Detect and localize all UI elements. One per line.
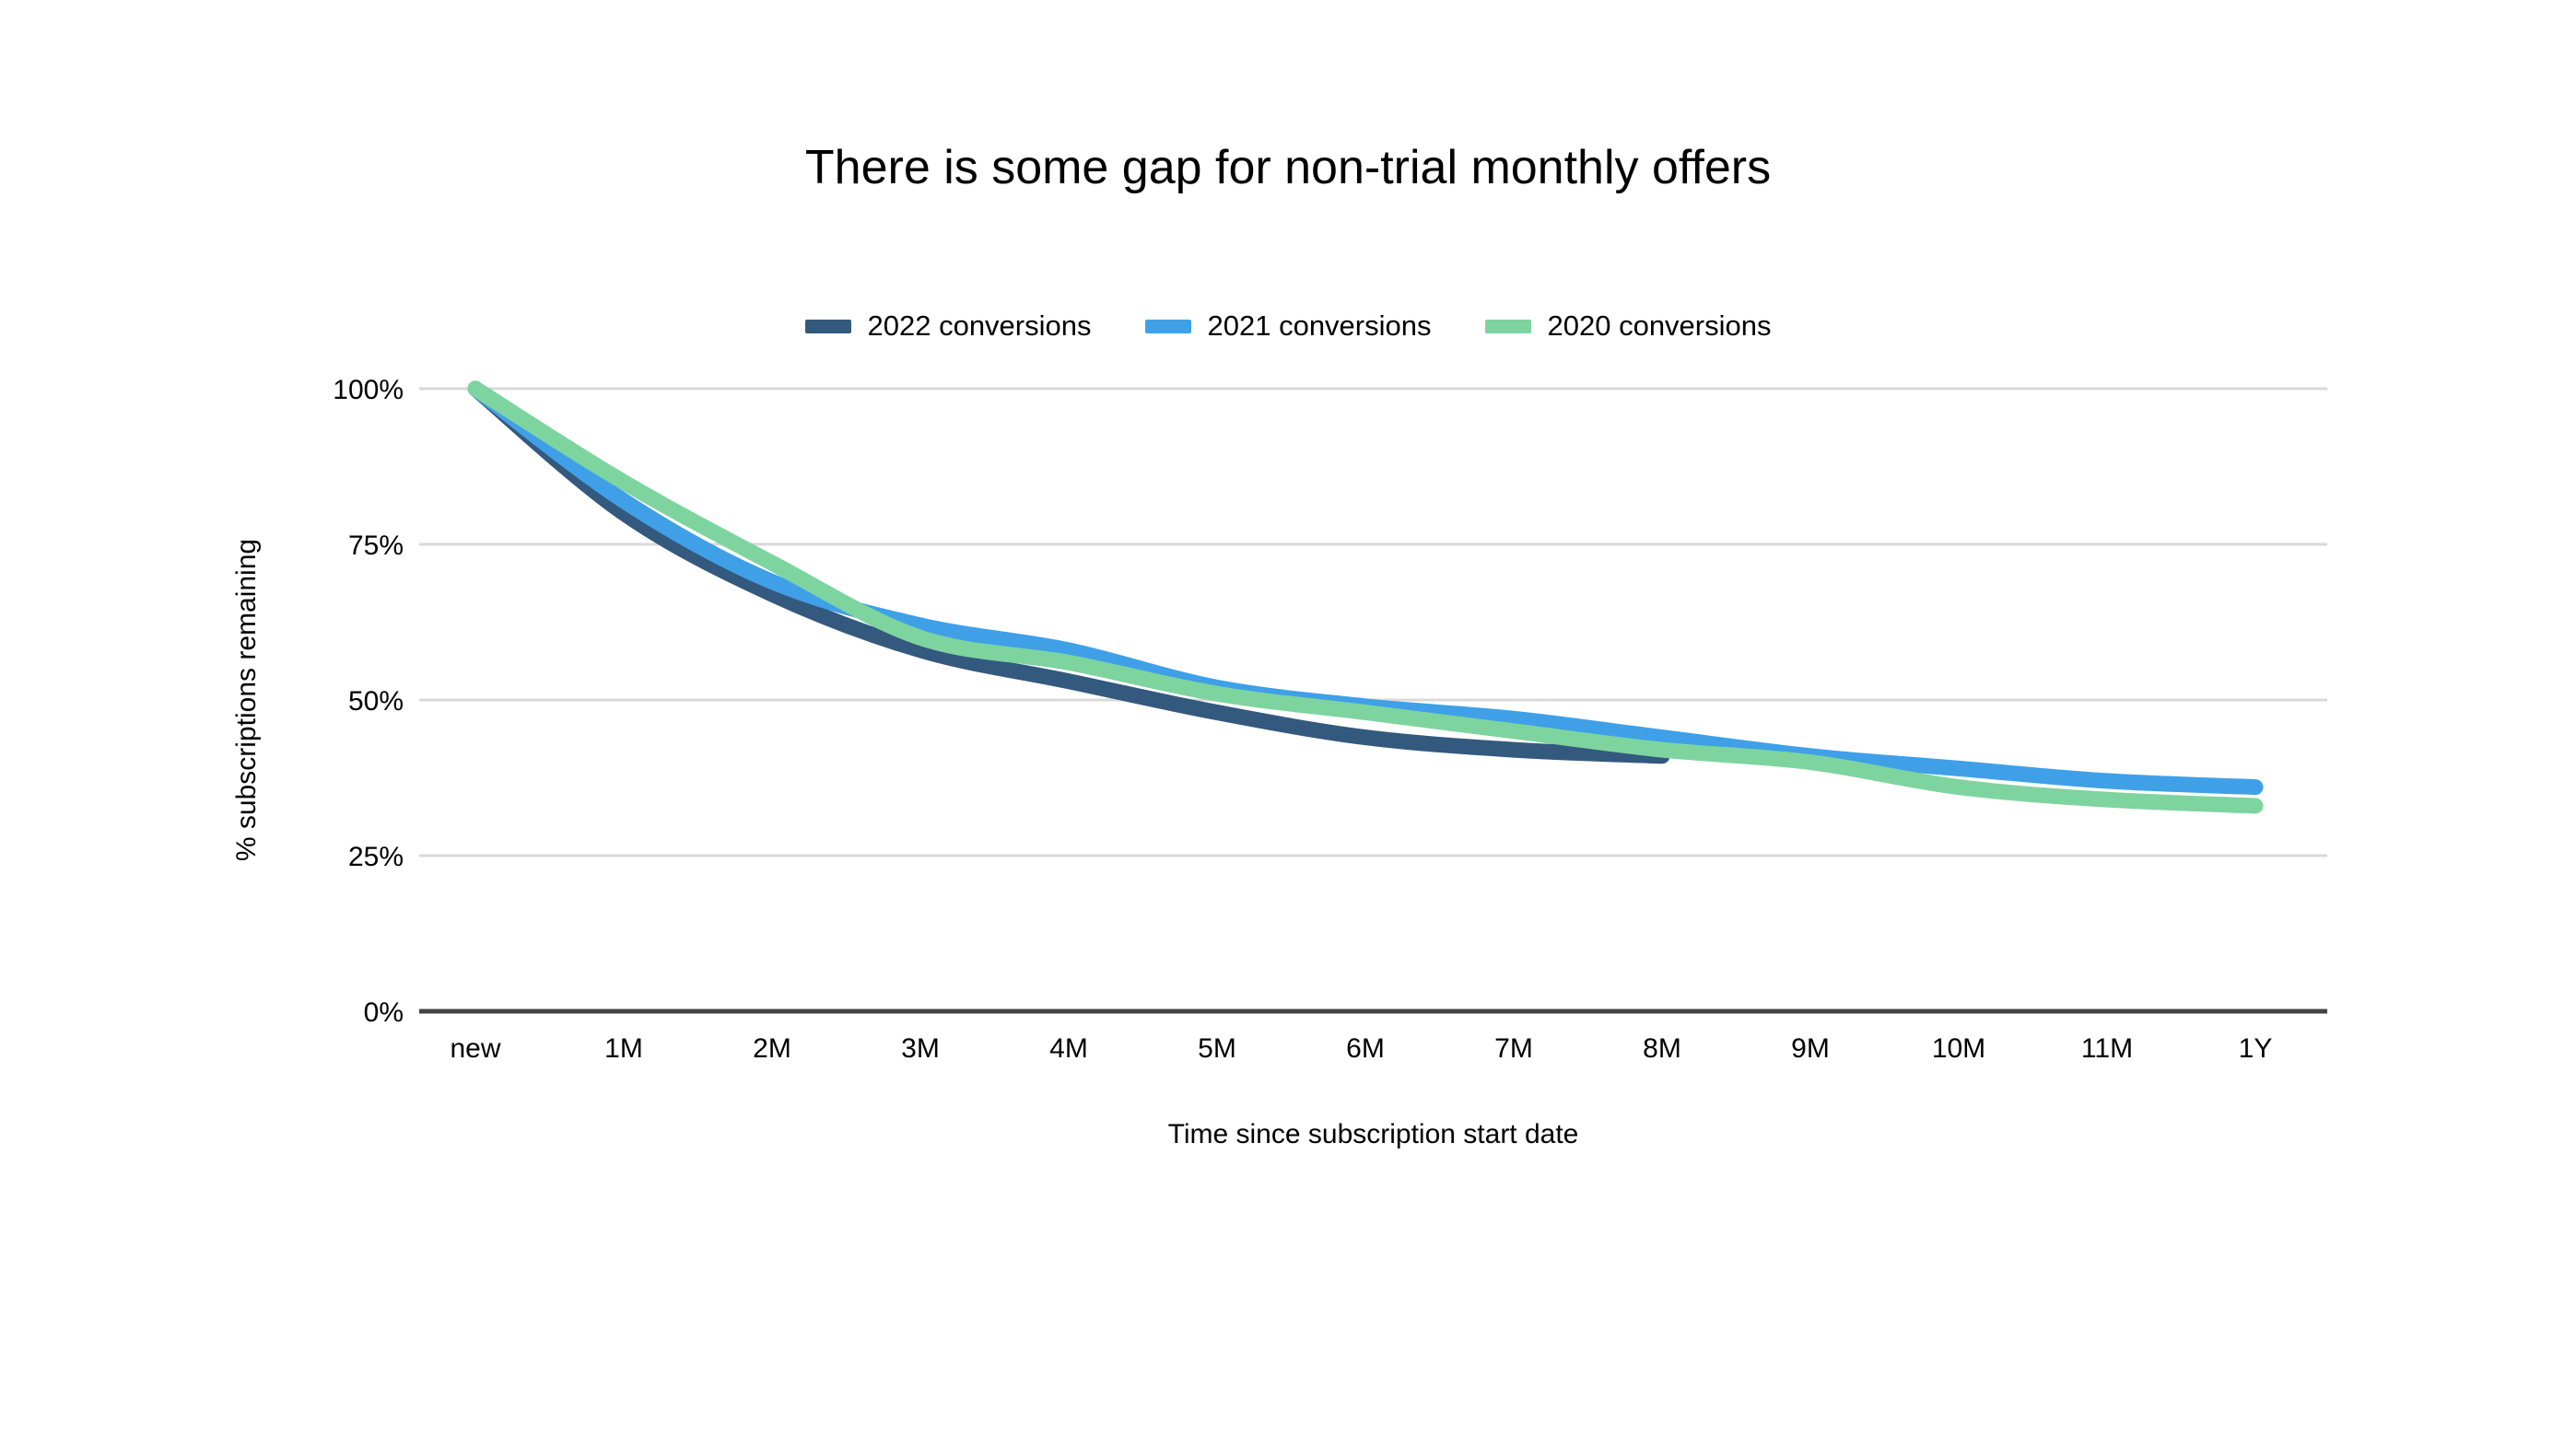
legend-item-2020: 2020 conversions: [1484, 309, 1772, 343]
x-tick-label: 3M: [901, 1033, 940, 1064]
y-tick-label: 25%: [348, 842, 404, 872]
x-tick-label: 8M: [1643, 1033, 1681, 1064]
x-tick-label: 9M: [1791, 1033, 1830, 1064]
x-tick-label: 4M: [1049, 1033, 1088, 1064]
x-tick-label: 2M: [753, 1033, 791, 1064]
y-tick-label: 100%: [333, 375, 404, 405]
x-axis-title: Time since subscription start date: [1167, 1119, 1579, 1149]
y-tick-label: 0%: [364, 997, 404, 1028]
legend-item-2021: 2021 conversions: [1144, 309, 1432, 343]
y-tick-label: 75%: [348, 531, 404, 561]
legend-swatch-2020-icon: [1484, 319, 1531, 333]
x-tick-label: 1Y: [2239, 1033, 2273, 1064]
y-tick-label: 50%: [348, 686, 404, 717]
legend-label-2021: 2021 conversions: [1207, 309, 1432, 342]
chart-legend: 2022 conversions 2021 conversions 2020 c…: [0, 309, 2576, 343]
legend-swatch-2022-icon: [804, 319, 851, 333]
x-tick-label: 5M: [1198, 1033, 1236, 1064]
x-tick-label: new: [450, 1033, 500, 1064]
legend-label-2022: 2022 conversions: [867, 309, 1092, 342]
chart-title: There is some gap for non-trial monthly …: [804, 141, 1772, 194]
legend-swatch-2021-icon: [1144, 319, 1191, 333]
x-tick-label: 7M: [1494, 1033, 1533, 1064]
series-line-2020: [467, 380, 2264, 814]
x-tick-label: 6M: [1346, 1033, 1385, 1064]
x-tick-label: 1M: [604, 1033, 643, 1064]
x-tick-label: 11M: [2081, 1033, 2133, 1064]
x-tick-label: 10M: [1932, 1033, 1985, 1064]
legend-label-2020: 2020 conversions: [1547, 309, 1772, 342]
legend-item-2022: 2022 conversions: [804, 309, 1092, 343]
series-line-2022: [467, 380, 1670, 764]
